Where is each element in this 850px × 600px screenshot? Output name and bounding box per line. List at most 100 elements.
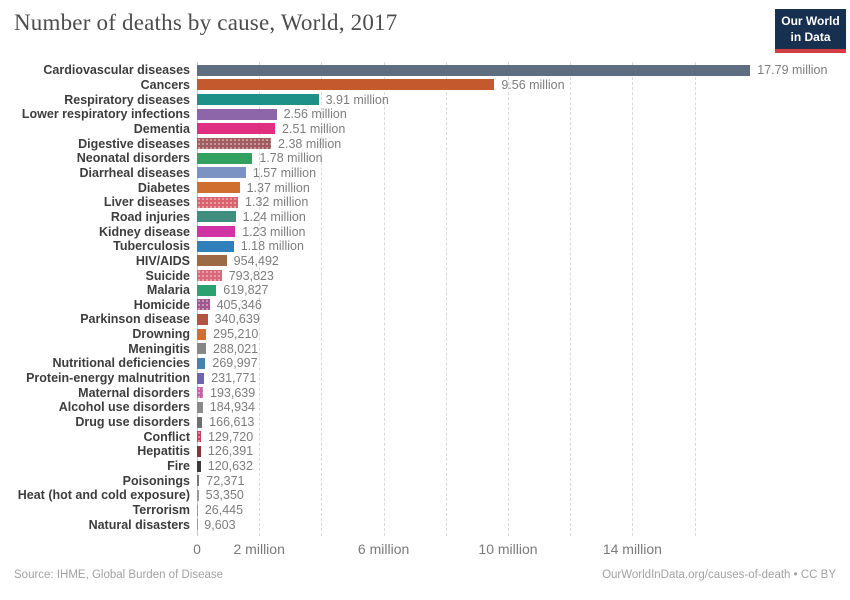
bar-track: 3.91 million	[197, 92, 389, 107]
bar-label: Dementia	[133, 121, 190, 136]
bar-label: Poisonings	[122, 473, 190, 488]
bar-value: 193,639	[210, 385, 256, 400]
bar-track: 793,823	[197, 268, 274, 283]
bar	[197, 94, 319, 106]
chart-bar-row: Diabetes 1.37 million	[0, 180, 850, 195]
source-note: Source: IHME, Global Burden of Disease	[14, 569, 224, 581]
footer: Source: IHME, Global Burden of Disease O…	[14, 569, 836, 581]
gridline	[445, 62, 447, 536]
owid-logo-line2: in Data	[790, 29, 831, 44]
bar-label: Homicide	[133, 297, 190, 312]
bar-track: 193,639	[197, 385, 255, 400]
bar-value: 269,997	[212, 356, 258, 371]
bar-value: 9,603	[204, 517, 236, 532]
chart-bar-row: Liver diseases 1.32 million	[0, 195, 850, 210]
owid-logo: Our World in Data	[775, 9, 846, 54]
bar-label: Suicide	[145, 268, 190, 283]
bar	[197, 270, 222, 282]
bar-label: Hepatitis	[137, 444, 190, 459]
bar-track: 288,021	[197, 341, 258, 356]
bar-label: Parkinson disease	[80, 312, 190, 327]
bar	[197, 226, 236, 238]
bar-label: Neonatal disorders	[76, 151, 190, 166]
attribution-link: OurWorldInData.org/causes-of-death • CC …	[602, 569, 836, 581]
bar-label: Cardiovascular diseases	[43, 63, 190, 78]
bar-track: 9.56 million	[197, 78, 565, 93]
bar-label: Drug use disorders	[75, 415, 190, 430]
bar-value: 3.91 million	[325, 92, 389, 107]
axis-tick-label: 14 million	[602, 541, 662, 557]
chart-bar-row: Suicide 793,823	[0, 268, 850, 283]
bar-value: 1.23 million	[242, 224, 306, 239]
owid-logo-line1: Our World	[781, 14, 840, 28]
bar-value: 1.78 million	[259, 151, 323, 166]
bar-value: 53,350	[205, 488, 244, 503]
bar-value: 793,823	[228, 268, 274, 283]
chart-bar-row: HIV/AIDS 954,492	[0, 254, 850, 269]
chart-bar-row: Alcohol use disorders 184,934	[0, 400, 850, 415]
bar	[197, 416, 203, 428]
bar	[197, 313, 208, 325]
bar-track: 166,613	[197, 415, 254, 430]
bar-value: 184,934	[209, 400, 255, 415]
chart-bar-row: Road injuries 1.24 million	[0, 210, 850, 225]
chart-bar-row: Homicide 405,346	[0, 298, 850, 313]
bar	[197, 196, 239, 208]
bar-track: 9,603	[197, 517, 236, 532]
bar-value: 72,371	[206, 473, 245, 488]
bar	[197, 431, 202, 443]
bar-label: Cancers	[140, 77, 190, 92]
bar-track: 1.37 million	[197, 180, 310, 195]
bar-value: 17.79 million	[757, 63, 828, 78]
bar-track: 1.18 million	[197, 239, 304, 254]
gridline	[570, 62, 572, 536]
chart-bar-row: Neonatal disorders 1.78 million	[0, 151, 850, 166]
bar	[197, 211, 236, 223]
bar	[197, 460, 201, 472]
bar-track: 1.24 million	[197, 210, 306, 225]
bar-track: 231,771	[197, 371, 256, 386]
chart-bar-row: Cancers 9.56 million	[0, 78, 850, 93]
chart-bar-row: Drowning 295,210	[0, 327, 850, 342]
bar	[197, 504, 198, 516]
bar-label: Terrorism	[132, 503, 190, 518]
bar-value: 619,827	[223, 283, 269, 298]
bar-value: 954,492	[233, 253, 279, 268]
plot-gridlines	[197, 62, 849, 536]
bar-value: 288,021	[212, 341, 259, 356]
bar	[197, 401, 203, 413]
bar	[197, 328, 207, 340]
bar-value: 2.56 million	[283, 107, 347, 122]
chart-bar-row: Hepatitis 126,391	[0, 444, 850, 459]
bar-rows: Cardiovascular diseases 17.79 million Canc…	[0, 63, 850, 532]
bar-label: Drowning	[132, 327, 190, 342]
bar-value: 1.18 million	[240, 239, 304, 254]
bar	[197, 445, 201, 457]
gridline	[321, 62, 323, 536]
bar	[197, 182, 240, 194]
x-axis-zero-line	[197, 62, 198, 536]
bar-label: Heat (hot and cold exposure)	[17, 488, 190, 503]
bar-track: 2.51 million	[197, 122, 345, 137]
bar	[197, 64, 751, 76]
chart-bar-row: Conflict 129,720	[0, 429, 850, 444]
bar-track: 2.38 million	[197, 136, 341, 151]
bar	[197, 138, 272, 150]
bar-track: 1.23 million	[197, 224, 305, 239]
bar-label: Protein-energy malnutrition	[26, 371, 190, 386]
bar-value: 1.57 million	[252, 165, 317, 180]
bar-value: 129,720	[208, 429, 254, 444]
chart-bar-row: Lower respiratory infections 2.56 million	[0, 107, 850, 122]
bar	[197, 79, 495, 91]
bar-track: 1.32 million	[197, 195, 308, 210]
bar-track: 26,445	[197, 503, 243, 518]
bar-value: 2.51 million	[282, 121, 346, 136]
bar-value: 295,210	[213, 327, 259, 342]
chart-bar-row: Digestive diseases 2.38 million	[0, 136, 850, 151]
chart-bar-row: Diarrheal diseases 1.57 million	[0, 166, 850, 181]
bar	[197, 284, 217, 296]
axis-tick-label: 0	[193, 541, 201, 557]
bar-track: 126,391	[197, 444, 253, 459]
bar-value: 1.24 million	[242, 209, 306, 224]
